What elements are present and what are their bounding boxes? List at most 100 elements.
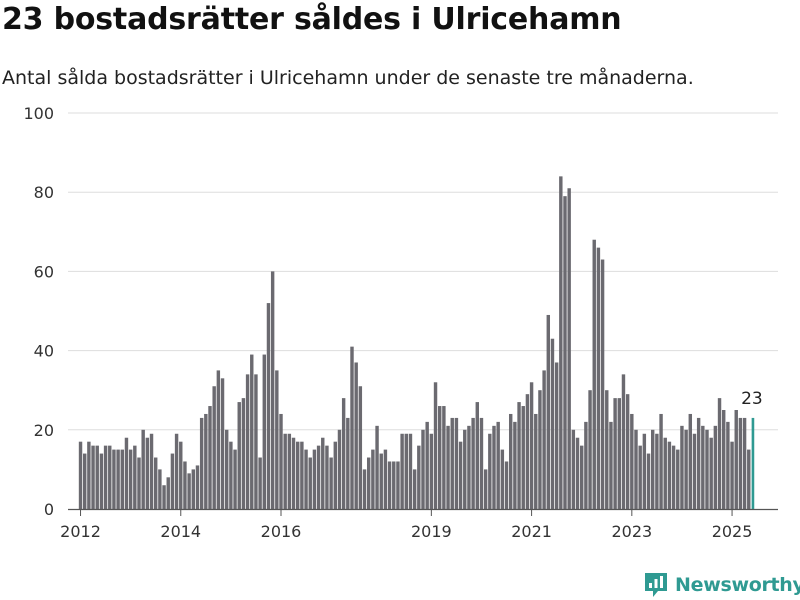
bar <box>571 429 576 509</box>
y-tick-label: 0 <box>44 500 54 519</box>
bar <box>742 417 747 509</box>
bar <box>158 469 162 509</box>
bar <box>747 449 751 509</box>
bar <box>266 303 271 509</box>
bar <box>734 410 738 509</box>
bar <box>312 449 317 509</box>
y-tick-label: 100 <box>23 104 54 123</box>
bar <box>567 188 571 510</box>
bar <box>417 445 421 509</box>
bars <box>78 176 755 510</box>
bar <box>559 176 563 510</box>
newsworthy-icon <box>645 573 667 597</box>
bar <box>283 433 287 509</box>
bar <box>329 457 333 509</box>
x-tick-label: 2025 <box>712 522 753 541</box>
bar <box>120 449 125 509</box>
bar <box>609 421 613 509</box>
bar <box>212 386 216 509</box>
bar <box>108 445 112 509</box>
highlight-value-label: 23 <box>741 389 763 409</box>
bar <box>563 196 567 509</box>
bar <box>371 449 375 509</box>
bar <box>429 433 434 509</box>
bar <box>655 433 659 509</box>
bar <box>279 413 283 509</box>
bar <box>596 247 601 509</box>
y-tick-label: 40 <box>34 342 54 361</box>
bar <box>133 445 137 509</box>
bar <box>262 354 267 509</box>
bar <box>738 417 743 509</box>
bar <box>387 461 392 509</box>
bar <box>492 425 496 509</box>
bar <box>341 398 346 509</box>
bar <box>454 417 459 509</box>
bar <box>379 453 383 509</box>
newsworthy-logo[interactable]: Newsworthy <box>643 570 800 600</box>
bar <box>701 425 705 509</box>
bar <box>316 445 321 509</box>
bar <box>350 346 354 509</box>
bar <box>467 425 471 509</box>
bar <box>475 402 480 509</box>
bar <box>713 425 718 509</box>
bar <box>613 398 617 509</box>
bar <box>684 429 688 509</box>
bar <box>354 362 358 509</box>
bar <box>179 441 183 509</box>
bar <box>383 449 388 509</box>
y-tick-label: 80 <box>34 183 54 202</box>
bar <box>717 398 722 509</box>
bar <box>421 429 425 509</box>
bar <box>600 259 605 509</box>
bar <box>671 445 676 509</box>
bar <box>187 473 191 509</box>
bar <box>605 390 609 509</box>
bar <box>663 437 667 509</box>
bar <box>442 406 446 509</box>
bar <box>275 370 279 509</box>
bar <box>692 433 697 509</box>
bar <box>224 429 229 509</box>
bar <box>554 362 559 509</box>
bar <box>308 457 312 509</box>
bar <box>496 421 500 509</box>
chart-subtitle: Antal sålda bostadsrätter i Ulricehamn u… <box>2 67 694 89</box>
bar <box>500 449 505 509</box>
bar <box>337 429 342 509</box>
bar <box>529 382 534 509</box>
bar <box>91 445 95 509</box>
bar <box>162 485 166 509</box>
bar <box>195 465 200 509</box>
x-axis: 2012 2014 2016 2019 2021 2023 2025 <box>60 508 778 541</box>
bar <box>204 413 208 509</box>
bar <box>396 461 400 509</box>
bar <box>458 441 463 509</box>
bar <box>546 314 551 509</box>
bar <box>433 382 438 509</box>
bar <box>638 445 642 509</box>
bar <box>220 378 225 509</box>
bar-highlight <box>751 417 755 509</box>
x-tick-label: 2023 <box>611 522 652 541</box>
bar <box>408 433 413 509</box>
gridlines <box>68 112 778 431</box>
bar <box>575 437 580 509</box>
bar <box>358 386 363 509</box>
bar <box>95 445 99 509</box>
bar <box>400 433 404 509</box>
y-tick-label: 60 <box>34 262 54 281</box>
bar <box>538 390 542 509</box>
bar <box>362 469 367 509</box>
bar <box>709 437 713 509</box>
bar <box>680 425 684 509</box>
bar <box>392 461 396 509</box>
bar <box>617 398 622 509</box>
x-tick-label: 2012 <box>60 522 101 541</box>
bar <box>366 457 371 509</box>
bar <box>124 437 129 509</box>
bar <box>642 433 647 509</box>
bar <box>517 402 521 509</box>
bar <box>625 394 630 509</box>
